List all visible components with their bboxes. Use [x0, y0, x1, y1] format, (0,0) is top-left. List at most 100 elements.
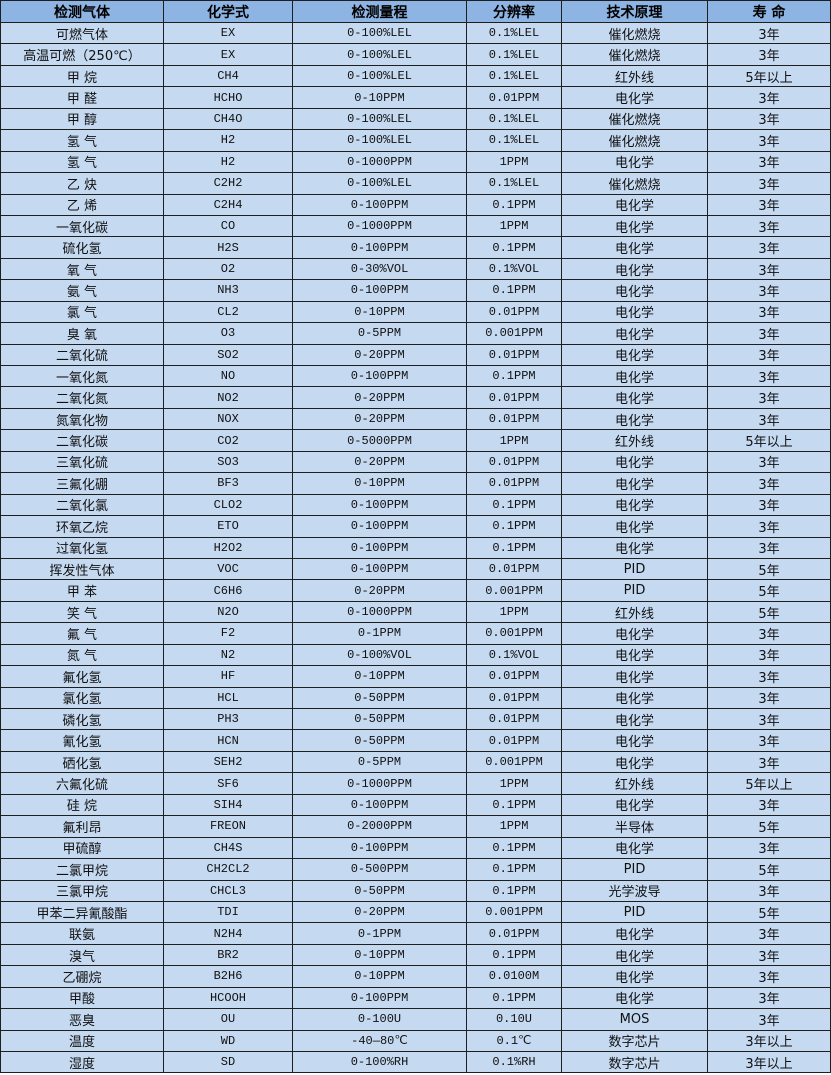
cell-resolution: 0.01PPM: [466, 300, 562, 324]
cell-resolution: 0.1PPM: [466, 236, 562, 259]
table-row: 湿度 SD 0-100%RH 0.1%RH 数字芯片 3年以上: [0, 1050, 831, 1074]
cell-resolution: 1PPM: [466, 815, 562, 838]
cell-principle: 电化学: [561, 622, 708, 645]
cell-formula: ETO: [163, 515, 293, 538]
cell-gas: 二氧化碳: [0, 429, 164, 452]
cell-lifespan: 5年: [707, 858, 831, 881]
cell-resolution: 0.01PPM: [466, 707, 562, 731]
cell-lifespan: 3年: [707, 536, 831, 559]
cell-lifespan: 3年: [707, 43, 831, 66]
cell-formula: CH4: [163, 64, 293, 88]
cell-resolution: 0.1%LEL: [466, 64, 562, 88]
table-row: 可燃气体 EX 0-100%LEL 0.1%LEL 催化燃烧 3年: [0, 21, 831, 45]
cell-range: 0-1PPM: [292, 622, 467, 645]
cell-lifespan: 5年: [707, 579, 831, 602]
cell-gas: 恶臭: [0, 1008, 164, 1031]
cell-formula: C6H6: [163, 579, 293, 602]
cell-range: 0-2000PPM: [292, 815, 467, 838]
cell-gas: 甲苯二异氰酸酯: [0, 900, 164, 924]
cell-range: 0-50PPM: [292, 707, 467, 731]
table-row: 笑 气 N2O 0-1000PPM 1PPM 红外线 5年: [0, 600, 831, 624]
cell-range: 0-100PPM: [292, 793, 467, 817]
cell-range: 0-100PPM: [292, 515, 467, 538]
cell-gas: 一氧化氮: [0, 364, 164, 388]
cell-formula: SD: [163, 1050, 293, 1074]
cell-gas: 乙硼烷: [0, 965, 164, 988]
table-row: 二氧化氯 CLO2 0-100PPM 0.1PPM 电化学 3年: [0, 493, 831, 517]
cell-resolution: 0.1PPM: [466, 193, 562, 216]
cell-formula: WD: [163, 1029, 293, 1053]
cell-lifespan: 3年: [707, 750, 831, 774]
cell-resolution: 0.1℃: [466, 1029, 562, 1053]
cell-gas: 氯化氢: [0, 686, 164, 710]
cell-formula: C2H2: [163, 172, 293, 195]
cell-formula: EX: [163, 43, 293, 66]
cell-resolution: 0.01PPM: [466, 665, 562, 688]
cell-gas: 六氟化硫: [0, 772, 164, 795]
cell-formula: H2: [163, 150, 293, 174]
cell-principle: 电化学: [561, 236, 708, 259]
cell-principle: 电化学: [561, 965, 708, 988]
cell-formula: CH4O: [163, 107, 293, 131]
cell-principle: 催化燃烧: [561, 107, 708, 131]
cell-gas: 氧 气: [0, 257, 164, 281]
table-row: 氮 气 N2 0-100%VOL 0.1%VOL 电化学 3年: [0, 643, 831, 667]
cell-gas: 甲 苯: [0, 579, 164, 602]
cell-principle: 催化燃烧: [561, 43, 708, 66]
cell-range: 0-50PPM: [292, 686, 467, 710]
header-resolution: 分辨率: [466, 0, 562, 23]
cell-range: 0-100PPM: [292, 279, 467, 302]
cell-principle: 电化学: [561, 493, 708, 517]
cell-principle: 电化学: [561, 707, 708, 731]
cell-gas: 可燃气体: [0, 21, 164, 45]
cell-lifespan: 3年: [707, 986, 831, 1010]
table-row: 环氧乙烷 ETO 0-100PPM 0.1PPM 电化学 3年: [0, 515, 831, 538]
cell-range: 0-5PPM: [292, 750, 467, 774]
table-row: 硫化氢 H2S 0-100PPM 0.1PPM 电化学 3年: [0, 236, 831, 259]
cell-lifespan: 3年: [707, 364, 831, 388]
cell-principle: 电化学: [561, 665, 708, 688]
table-row: 氟化氢 HF 0-10PPM 0.01PPM 电化学 3年: [0, 665, 831, 688]
cell-resolution: 0.1PPM: [466, 515, 562, 538]
cell-resolution: 0.1%LEL: [466, 21, 562, 45]
cell-lifespan: 3年: [707, 450, 831, 474]
cell-lifespan: 3年: [707, 214, 831, 238]
table-row: 挥发性气体 VOC 0-100PPM 0.01PPM PID 5年: [0, 557, 831, 581]
cell-formula: EX: [163, 21, 293, 45]
cell-lifespan: 3年: [707, 343, 831, 367]
cell-principle: 红外线: [561, 429, 708, 452]
cell-resolution: 0.10U: [466, 1008, 562, 1031]
cell-resolution: 0.001PPM: [466, 322, 562, 345]
cell-resolution: 0.01PPM: [466, 343, 562, 367]
cell-lifespan: 3年: [707, 300, 831, 324]
cell-gas: 氟化氢: [0, 665, 164, 688]
cell-gas: 湿度: [0, 1050, 164, 1074]
cell-range: 0-5000PPM: [292, 429, 467, 452]
cell-range: 0-500PPM: [292, 858, 467, 881]
table-row: 二氧化硫 SO2 0-20PPM 0.01PPM 电化学 3年: [0, 343, 831, 367]
cell-resolution: 0.01PPM: [466, 557, 562, 581]
table-row: 乙 烯 C2H4 0-100PPM 0.1PPM 电化学 3年: [0, 193, 831, 216]
cell-formula: N2: [163, 643, 293, 667]
cell-gas: 二氧化氯: [0, 493, 164, 517]
cell-resolution: 0.001PPM: [466, 900, 562, 924]
cell-principle: 电化学: [561, 793, 708, 817]
cell-principle: 电化学: [561, 472, 708, 495]
cell-range: 0-10PPM: [292, 943, 467, 967]
cell-range: 0-100PPM: [292, 193, 467, 216]
cell-lifespan: 3年: [707, 493, 831, 517]
header-range: 检测量程: [292, 0, 467, 23]
cell-range: 0-100PPM: [292, 836, 467, 860]
header-lifespan: 寿 命: [707, 0, 831, 23]
cell-formula: F2: [163, 622, 293, 645]
table-row: 氧 气 O2 0-30%VOL 0.1%VOL 电化学 3年: [0, 257, 831, 281]
cell-formula: N2O: [163, 600, 293, 624]
cell-gas: 甲 烷: [0, 64, 164, 88]
cell-principle: PID: [561, 557, 708, 581]
cell-gas: 甲 醇: [0, 107, 164, 131]
cell-resolution: 0.1%LEL: [466, 172, 562, 195]
cell-resolution: 0.1%VOL: [466, 257, 562, 281]
cell-principle: 电化学: [561, 750, 708, 774]
cell-formula: SO2: [163, 343, 293, 367]
cell-principle: 电化学: [561, 836, 708, 860]
